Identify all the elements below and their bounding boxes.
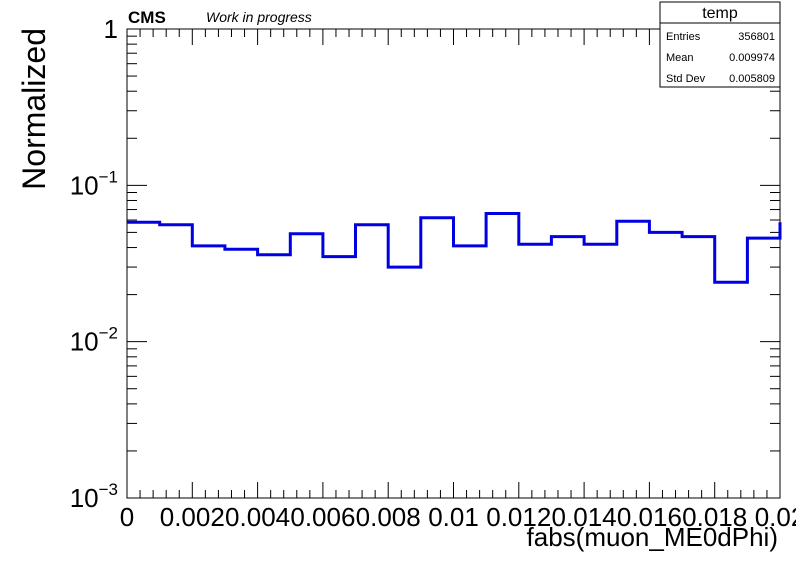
stats-mean-value: 0.009974 (729, 52, 775, 64)
x-tick-label: 0.004 (225, 502, 290, 532)
y-tick-label: 10−3 (70, 480, 118, 513)
cms-label: CMS (128, 8, 166, 27)
y-tick-label: 10−1 (70, 167, 118, 200)
histogram-line (127, 212, 782, 284)
x-tick-label: 0.012 (486, 502, 551, 532)
x-tick-label: 0.002 (160, 502, 225, 532)
y-axis-title: Normalized (16, 28, 52, 190)
stats-box: temp Entries 356801 Mean 0.009974 Std De… (659, 1, 781, 88)
x-tick-label: 0.006 (290, 502, 355, 532)
x-tick-label: 0 (120, 502, 134, 532)
y-tick-label: 1 (104, 14, 118, 44)
y-tick-labels: 1 10−1 10−2 10−3 (70, 14, 118, 513)
stats-entries-value: 356801 (738, 31, 775, 43)
x-axis-title: fabs(muon_ME0dPhi) (527, 522, 778, 552)
x-tick-label: 0.018 (682, 502, 747, 532)
y-tick-label: 10−2 (70, 324, 118, 357)
x-tick-label: 0.008 (356, 502, 421, 532)
plot-frame (126, 28, 781, 499)
work-in-progress-label: Work in progress (206, 9, 312, 25)
histogram-bins (127, 212, 782, 284)
x-tick-label: 0.02 (755, 502, 796, 532)
x-tick-label: 0.01 (428, 502, 479, 532)
stats-entries-label: Entries (666, 31, 701, 43)
stats-stddev-value: 0.005809 (729, 73, 775, 85)
x-tick-label: 0.016 (617, 502, 682, 532)
axis-ticks (126, 28, 781, 499)
x-tick-labels: 0 0.002 0.004 0.006 0.008 0.01 0.012 0.014 0.016… (120, 502, 796, 532)
stats-stddev-label: Std Dev (666, 73, 706, 85)
stats-box-frame (659, 1, 781, 88)
stats-box-title: temp (702, 5, 738, 22)
x-tick-label: 0.014 (552, 502, 617, 532)
stats-mean-label: Mean (666, 52, 694, 64)
